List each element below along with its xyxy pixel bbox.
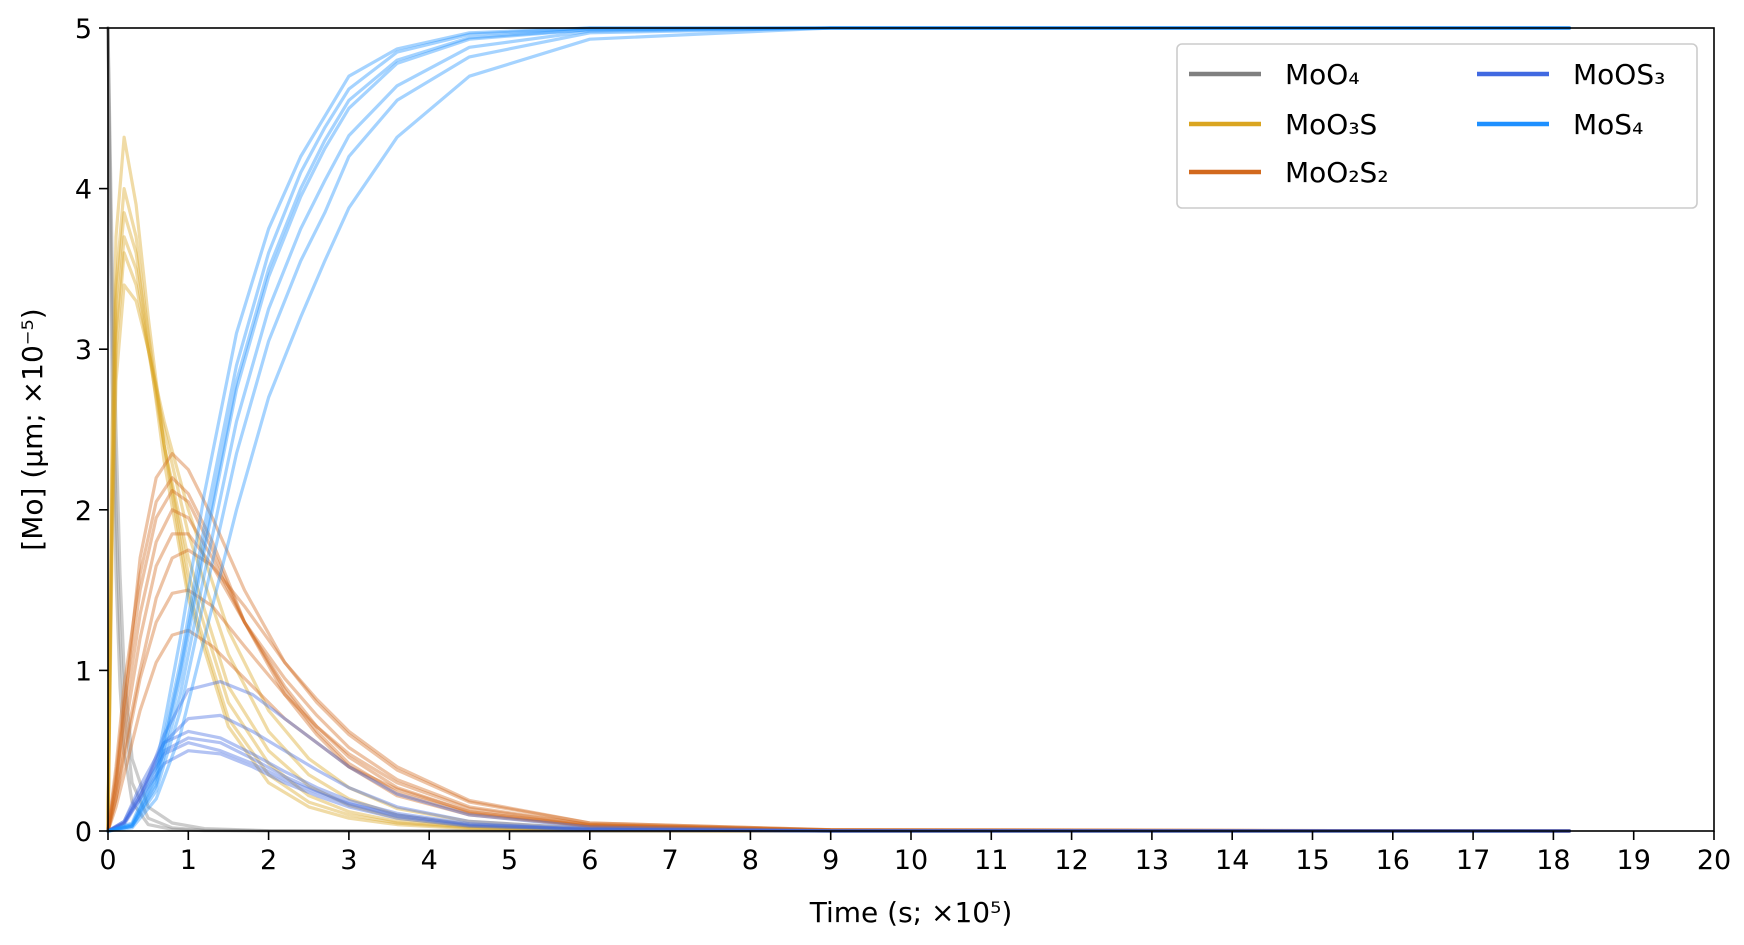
x-tick-label: 7 — [662, 845, 679, 876]
legend-label: MoOS₃ — [1573, 58, 1665, 91]
series-line-15 — [106, 628, 1572, 833]
x-tick-label: 19 — [1617, 845, 1651, 876]
y-tick-label: 1 — [75, 656, 92, 687]
x-tick-label: 4 — [421, 845, 438, 876]
series-line-5 — [106, 235, 1572, 833]
series-line-13 — [106, 548, 1572, 833]
series-line-29 — [106, 26, 1572, 833]
series-line-14 — [106, 452, 1572, 833]
legend: MoO₄ MoO₃S MoO₂S₂ MoOS₃ MoS₄ — [1176, 43, 1698, 209]
series-line-18 — [106, 736, 1572, 833]
series-line-20 — [106, 679, 1572, 833]
x-tick-label: 3 — [340, 845, 357, 876]
y-tick-label: 2 — [75, 496, 92, 527]
x-tick-label: 18 — [1536, 845, 1570, 876]
legend-label: MoO₃S — [1285, 108, 1377, 141]
series-line-26 — [106, 26, 1572, 833]
series-line-3 — [106, 135, 1572, 833]
series-line-11 — [106, 508, 1572, 833]
x-tick-label: 16 — [1376, 845, 1410, 876]
x-tick-label: 6 — [581, 845, 598, 876]
legend-box — [1176, 43, 1698, 209]
series-line-9 — [106, 476, 1572, 833]
series-line-25 — [106, 26, 1572, 833]
x-tick-label: 14 — [1215, 845, 1249, 876]
series-line-21 — [106, 741, 1572, 833]
series-line-22 — [106, 729, 1572, 833]
series-line-24 — [106, 26, 1572, 833]
series-line-7 — [106, 283, 1572, 833]
series-line-27 — [106, 26, 1572, 833]
y-tick-label: 4 — [75, 175, 92, 206]
series-line-19 — [106, 713, 1572, 833]
y-axis: 0 1 2 3 4 5 — [75, 14, 108, 848]
series-line-28 — [106, 26, 1572, 833]
x-tick-label: 10 — [894, 845, 928, 876]
series-line-23 — [106, 26, 1572, 833]
y-tick-label: 3 — [75, 335, 92, 366]
x-tick-label: 13 — [1135, 845, 1169, 876]
series-line-16 — [106, 588, 1572, 833]
x-tick-label: 1 — [180, 845, 197, 876]
x-axis-label: Time (s; ×10⁵) — [809, 896, 1013, 929]
series-line-17 — [106, 749, 1572, 833]
series-line-8 — [106, 211, 1572, 833]
series-line-10 — [106, 488, 1572, 833]
y-tick-label: 0 — [75, 817, 92, 848]
y-tick-label: 5 — [75, 14, 92, 45]
x-tick-label: 11 — [974, 845, 1008, 876]
y-axis-label: [Mo] (μm; ×10⁻⁵) — [16, 308, 49, 550]
x-tick-label: 9 — [822, 845, 839, 876]
x-tick-label: 17 — [1456, 845, 1490, 876]
series-line-4 — [106, 187, 1572, 833]
series-layer — [106, 26, 1572, 833]
legend-label: MoS₄ — [1573, 108, 1643, 141]
series-line-6 — [106, 251, 1572, 833]
x-axis: 0 1 2 3 4 5 6 7 8 9 10 11 12 13 14 15 16 17 18 19 20 — [99, 831, 1731, 876]
x-tick-label: 2 — [260, 845, 277, 876]
x-tick-label: 8 — [742, 845, 759, 876]
x-tick-label: 12 — [1054, 845, 1088, 876]
legend-label: MoO₂S₂ — [1285, 156, 1389, 189]
x-tick-label: 15 — [1295, 845, 1329, 876]
legend-label: MoO₄ — [1285, 58, 1360, 91]
x-tick-label: 20 — [1697, 845, 1731, 876]
x-tick-label: 0 — [99, 845, 116, 876]
series-line-12 — [106, 532, 1572, 833]
x-tick-label: 5 — [501, 845, 518, 876]
